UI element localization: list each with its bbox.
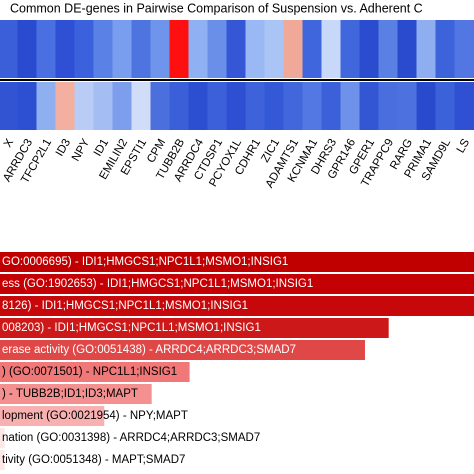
heatmap-cell	[454, 82, 474, 130]
term-label: ess (GO:1902653) - IDI1;HMGCS1;NPC1L1;MS…	[2, 278, 313, 290]
heatmap-cell	[302, 82, 322, 130]
heatmap-cell	[36, 20, 56, 78]
heatmap-cell	[245, 20, 265, 78]
heatmap-cell	[17, 20, 37, 78]
heatmap-title: Common DE-genes in Pairwise Comparison o…	[10, 1, 423, 15]
heatmap-cell	[207, 82, 227, 130]
bar	[0, 318, 389, 338]
term-label: 008203) - IDI1;HMGCS1;NPC1L1;MSMO1;INSIG…	[2, 322, 261, 334]
bar	[0, 274, 474, 294]
term-label: ) - TUBB2B;ID1;ID3;MAPT	[2, 388, 138, 400]
heatmap-cell	[169, 82, 189, 130]
heatmap-cell	[302, 20, 322, 78]
heatmap-cell	[321, 20, 341, 78]
heatmap-cell	[74, 82, 94, 130]
term-label: nation (GO:0031398) - ARRDC4;ARRDC3;SMAD…	[2, 432, 260, 444]
term-label: ) (GO:0071501) - NPC1L1;INSIG1	[2, 366, 177, 378]
gene-label: X	[2, 137, 16, 150]
term-label: GO:0006695) - IDI1;HMGCS1;NPC1L1;MSMO1;I…	[2, 256, 288, 268]
heatmap-cell	[435, 20, 455, 78]
term-label: tivity (GO:0051348) - MAPT;SMAD7	[2, 454, 185, 466]
heatmap-cell	[74, 20, 94, 78]
bar	[0, 384, 152, 404]
bar	[0, 252, 474, 272]
bar	[0, 340, 365, 360]
heatmap-cell	[416, 82, 436, 130]
heatmap-cell	[283, 82, 303, 130]
heatmap-cell	[359, 82, 379, 130]
heatmap-cell	[150, 20, 170, 78]
bar	[0, 406, 105, 426]
heatmap-cell	[378, 20, 398, 78]
heatmap-cell	[283, 20, 303, 78]
heatmap-cell	[321, 82, 341, 130]
heatmap-cell	[93, 20, 113, 78]
heatmap-cell	[36, 82, 56, 130]
bar	[0, 296, 474, 316]
term-label: lopment (GO:0021954) - NPY;MAPT	[2, 410, 188, 422]
heatmap-cell	[226, 82, 246, 130]
heatmap-cell	[397, 82, 417, 130]
heatmap-cell	[17, 82, 37, 130]
heatmap-cell	[226, 20, 246, 78]
heatmap-cell	[340, 20, 360, 78]
heatmap-cell	[0, 20, 18, 78]
heatmap-cell	[416, 20, 436, 78]
term-label: 8126) - IDI1;HMGCS1;NPC1L1;MSMO1;INSIG1	[2, 300, 248, 312]
bar	[0, 450, 5, 470]
bar	[0, 428, 5, 448]
heatmap-cell	[131, 82, 151, 130]
heatmap-cell	[188, 82, 208, 130]
gene-label: NPY	[70, 137, 92, 164]
heatmap-cell	[264, 20, 284, 78]
heatmap-cell	[435, 82, 455, 130]
heatmap-cell	[112, 20, 132, 78]
heatmap-cell	[378, 82, 398, 130]
heatmap-cell	[264, 82, 284, 130]
heatmap-cell	[454, 20, 474, 78]
term-label: erase activity (GO:0051438) - ARRDC4;ARR…	[2, 344, 296, 356]
heatmap-cell	[245, 82, 265, 130]
heatmap-cell	[169, 20, 189, 78]
bar	[0, 362, 190, 382]
heatmap-cell	[207, 20, 227, 78]
heatmap-cell	[150, 82, 170, 130]
heatmap-cell	[397, 20, 417, 78]
gene-label: LS	[455, 137, 473, 155]
heatmap-cell	[55, 20, 75, 78]
heatmap-cell	[188, 20, 208, 78]
heatmap-cell	[93, 82, 113, 130]
heatmap-cell	[340, 82, 360, 130]
heatmap-cell	[55, 82, 75, 130]
heatmap-cell	[0, 82, 18, 130]
heatmap-cell	[131, 20, 151, 78]
heatmap-cell	[359, 20, 379, 78]
heatmap-cell	[112, 82, 132, 130]
